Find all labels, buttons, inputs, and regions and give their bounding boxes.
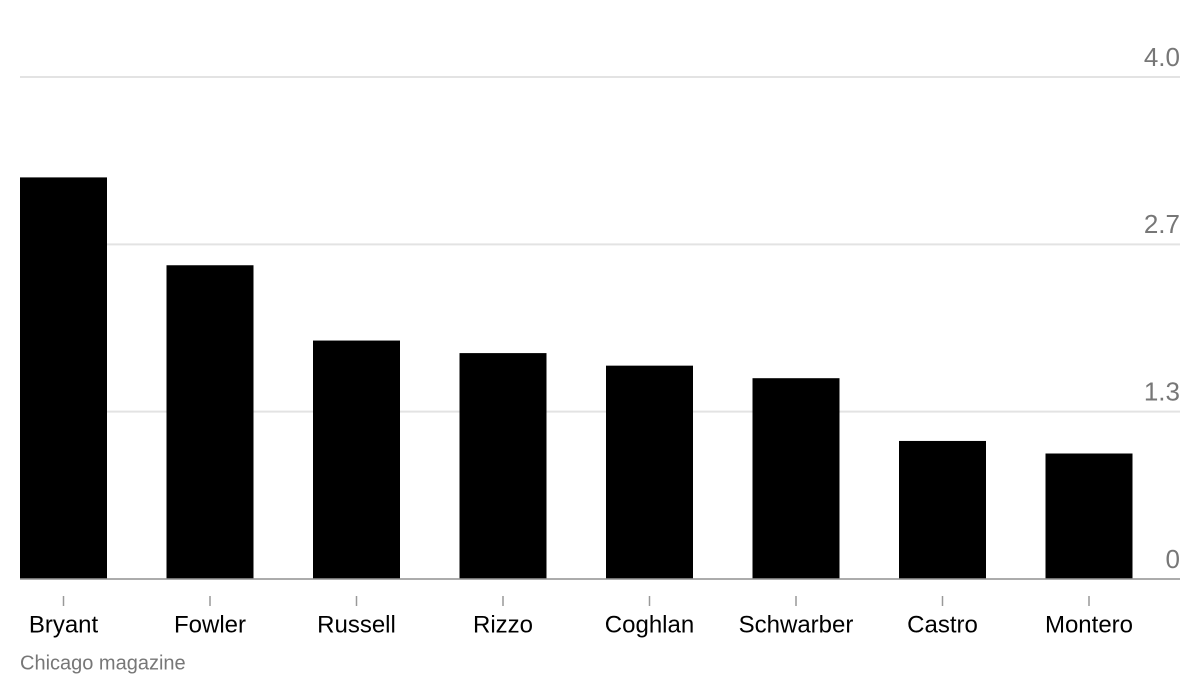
bar xyxy=(899,440,986,579)
y-tick-label: 2.7 xyxy=(1144,209,1180,239)
x-tick-label: Castro xyxy=(907,611,978,638)
x-tick-label: Bryant xyxy=(29,611,99,638)
y-tick-label: 0 xyxy=(1166,544,1180,574)
x-tick-label: Montero xyxy=(1045,611,1133,638)
y-tick-label: 1.3 xyxy=(1144,377,1180,407)
bar xyxy=(459,353,547,579)
y-tick-label: 4.0 xyxy=(1144,42,1180,72)
bar xyxy=(606,365,693,579)
x-tick-label: Schwarber xyxy=(739,611,854,638)
bar xyxy=(1045,453,1133,579)
x-tick-label: Coghlan xyxy=(605,611,694,638)
bar xyxy=(166,265,254,579)
x-tick-label: Fowler xyxy=(174,611,246,638)
bar xyxy=(752,378,840,579)
source-note: Chicago magazine xyxy=(20,652,186,674)
bar xyxy=(20,177,107,579)
x-tick-label: Russell xyxy=(317,611,396,638)
x-tick-label: Rizzo xyxy=(473,611,533,638)
bar xyxy=(313,340,400,579)
